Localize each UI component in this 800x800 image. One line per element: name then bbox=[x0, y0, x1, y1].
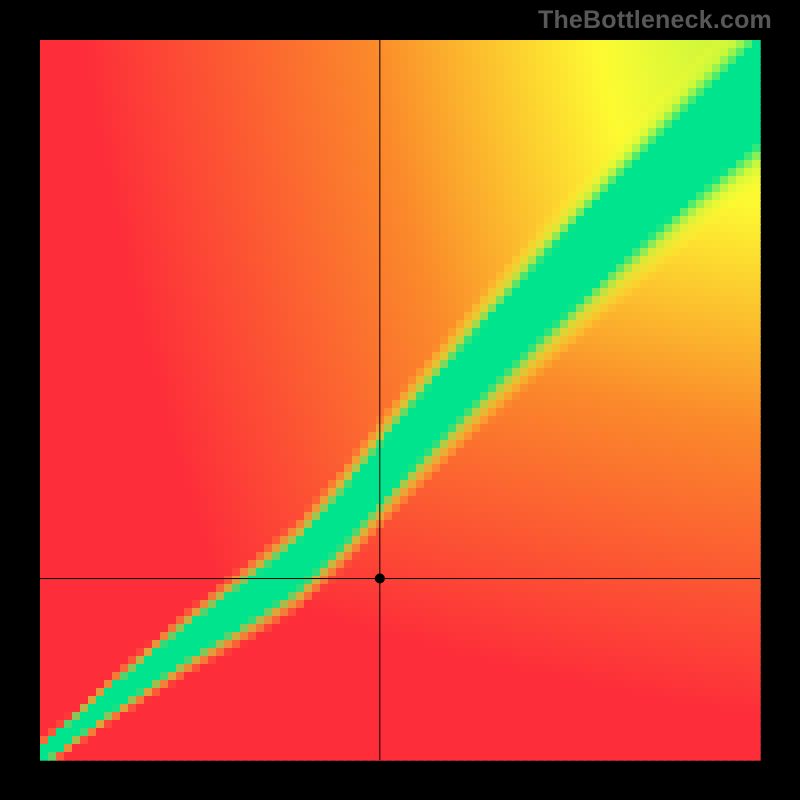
watermark-text: TheBottleneck.com bbox=[538, 6, 772, 35]
chart-frame: TheBottleneck.com bbox=[0, 0, 800, 800]
bottleneck-heatmap bbox=[0, 0, 800, 800]
